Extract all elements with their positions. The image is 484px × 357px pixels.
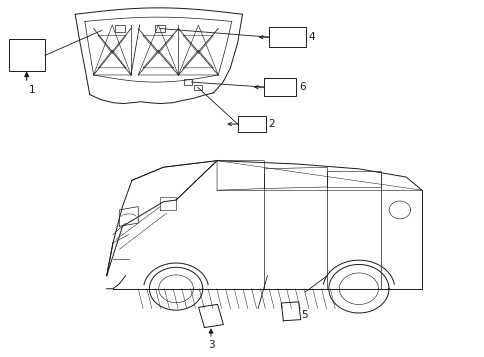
Bar xyxy=(9,39,45,71)
Bar xyxy=(269,27,305,47)
Bar xyxy=(237,116,265,132)
Text: 2: 2 xyxy=(268,119,275,129)
Text: 1: 1 xyxy=(29,85,36,95)
Bar xyxy=(184,79,192,85)
Text: 5: 5 xyxy=(301,310,308,320)
Text: 6: 6 xyxy=(298,82,305,92)
Text: 3: 3 xyxy=(207,340,214,350)
Bar xyxy=(264,78,295,96)
Bar xyxy=(155,25,165,32)
Text: 4: 4 xyxy=(308,32,315,42)
Bar xyxy=(115,25,125,32)
Bar xyxy=(194,85,201,90)
